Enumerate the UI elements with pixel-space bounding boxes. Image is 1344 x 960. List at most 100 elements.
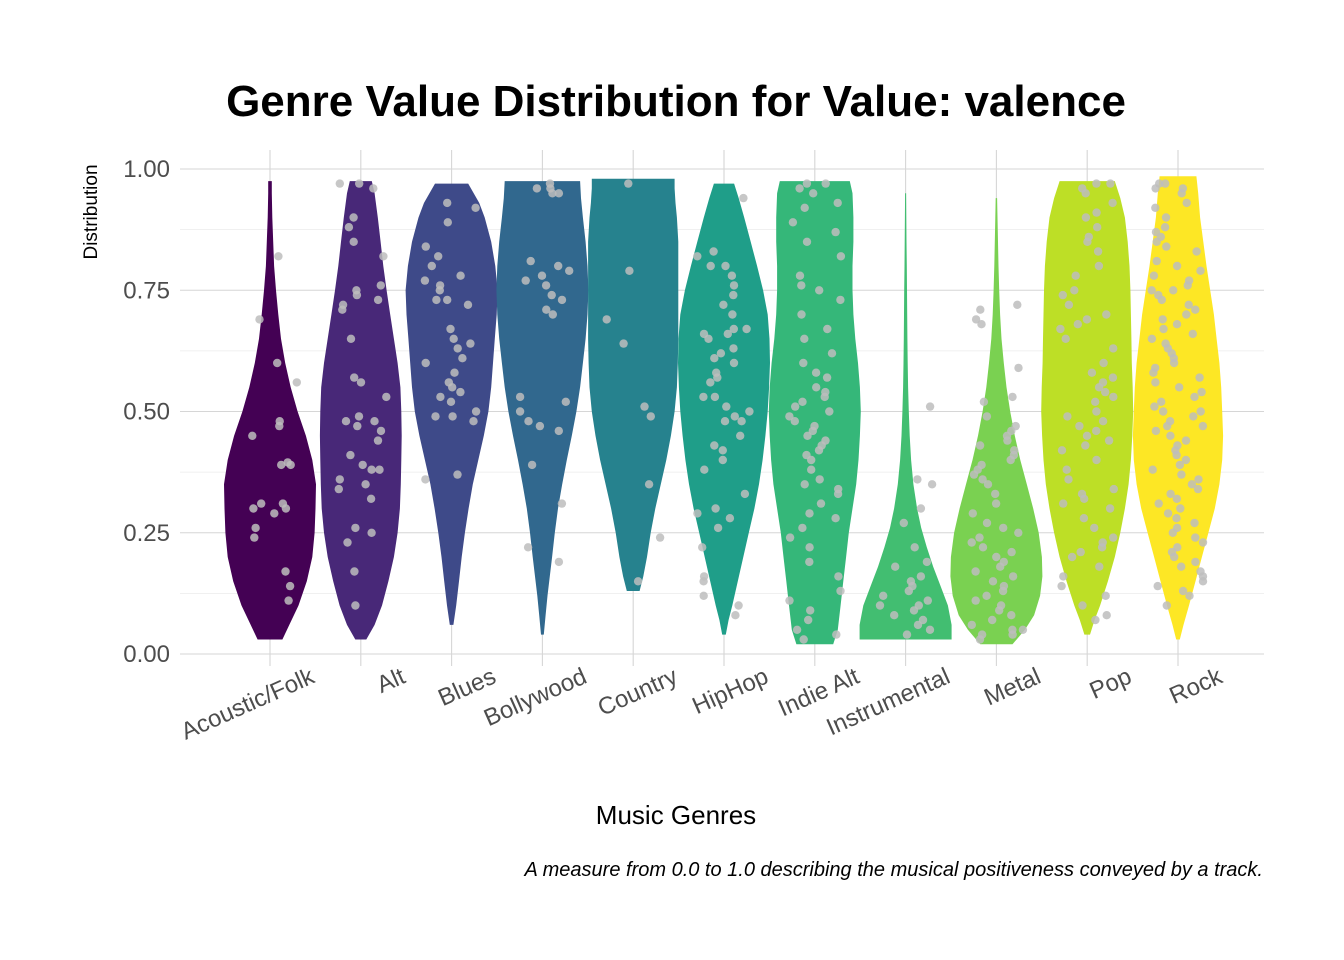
- data-point: [797, 281, 806, 290]
- data-point: [354, 412, 364, 421]
- data-point: [729, 358, 739, 368]
- data-point: [967, 538, 976, 547]
- data-point: [834, 572, 843, 581]
- data-point: [1169, 286, 1178, 295]
- data-point: [351, 523, 360, 533]
- data-point: [1014, 528, 1023, 537]
- data-point: [1102, 310, 1111, 319]
- data-point: [1177, 470, 1186, 479]
- data-point: [711, 504, 720, 513]
- data-point: [1003, 436, 1012, 445]
- data-point: [554, 189, 564, 198]
- data-point: [971, 596, 980, 605]
- violin-pop: [1041, 181, 1134, 635]
- data-point: [640, 402, 649, 411]
- violin-alt: [319, 181, 402, 640]
- data-point: [729, 290, 738, 300]
- data-point: [720, 417, 730, 426]
- data-point: [812, 383, 821, 392]
- data-point: [275, 421, 284, 431]
- data-point: [524, 417, 533, 426]
- data-point: [249, 504, 258, 513]
- data-point: [334, 484, 343, 494]
- y-axis-ticks: 0.00 0.25 0.50 0.75 1.00: [123, 156, 170, 668]
- data-point: [1162, 601, 1172, 610]
- data-point: [537, 271, 547, 280]
- data-point: [1073, 320, 1083, 329]
- data-point: [925, 625, 935, 634]
- data-point: [821, 179, 830, 188]
- y-tick-label: 0.50: [123, 399, 170, 426]
- data-point: [1157, 397, 1166, 406]
- data-point: [515, 392, 525, 402]
- data-point: [1095, 562, 1104, 571]
- data-point: [248, 431, 257, 440]
- data-point: [991, 489, 1000, 499]
- data-point: [554, 557, 564, 567]
- data-point: [453, 470, 462, 479]
- data-point: [541, 281, 551, 290]
- data-point: [710, 354, 719, 363]
- data-point: [446, 397, 456, 406]
- data-point: [795, 184, 804, 193]
- data-point: [277, 460, 286, 470]
- data-point: [281, 567, 290, 576]
- data-point: [879, 591, 888, 600]
- data-point: [1090, 523, 1099, 533]
- data-point: [456, 271, 465, 280]
- data-point: [1151, 203, 1160, 212]
- data-point: [1161, 213, 1171, 222]
- data-point: [1190, 518, 1199, 528]
- data-point: [281, 504, 291, 513]
- data-point: [1080, 494, 1089, 503]
- data-point: [967, 620, 976, 630]
- data-point: [1161, 179, 1170, 188]
- data-point: [1064, 475, 1073, 484]
- data-point: [458, 354, 467, 363]
- data-point: [1147, 334, 1157, 343]
- data-point: [1059, 499, 1068, 508]
- data-point: [379, 252, 388, 261]
- data-point: [446, 324, 455, 334]
- data-point: [1198, 577, 1208, 586]
- data-point: [792, 625, 802, 634]
- data-point: [1152, 237, 1161, 246]
- data-point: [1058, 290, 1068, 300]
- data-point: [565, 266, 574, 275]
- data-point: [633, 577, 643, 586]
- data-point: [909, 606, 919, 615]
- data-point: [1108, 198, 1117, 208]
- data-point: [734, 601, 743, 610]
- data-point: [807, 465, 816, 474]
- data-point: [443, 295, 452, 305]
- data-point: [1063, 412, 1072, 421]
- data-point: [376, 281, 385, 290]
- data-point: [1168, 528, 1178, 537]
- data-point: [1176, 504, 1185, 513]
- data-point: [367, 528, 376, 537]
- data-point: [1151, 378, 1160, 387]
- data-point: [1148, 465, 1157, 474]
- data-point: [434, 252, 443, 261]
- data-point: [1109, 344, 1118, 353]
- data-point: [453, 344, 462, 353]
- data-point: [1056, 324, 1065, 334]
- x-tick-label: Rock: [1165, 662, 1227, 709]
- data-point: [1109, 533, 1118, 542]
- data-point: [257, 499, 266, 508]
- data-point: [1108, 373, 1118, 382]
- data-point: [421, 358, 430, 368]
- data-point: [1172, 261, 1182, 271]
- data-point: [1191, 533, 1200, 542]
- data-point: [1097, 543, 1107, 552]
- data-point: [1076, 547, 1085, 557]
- data-point: [548, 189, 557, 198]
- data-point: [721, 261, 730, 271]
- violin-acoustic-folk: [224, 181, 316, 640]
- data-point: [800, 480, 809, 489]
- data-point: [1177, 562, 1186, 571]
- data-point: [523, 543, 533, 552]
- data-point: [344, 223, 354, 232]
- data-point: [1057, 446, 1067, 455]
- data-point: [968, 509, 977, 518]
